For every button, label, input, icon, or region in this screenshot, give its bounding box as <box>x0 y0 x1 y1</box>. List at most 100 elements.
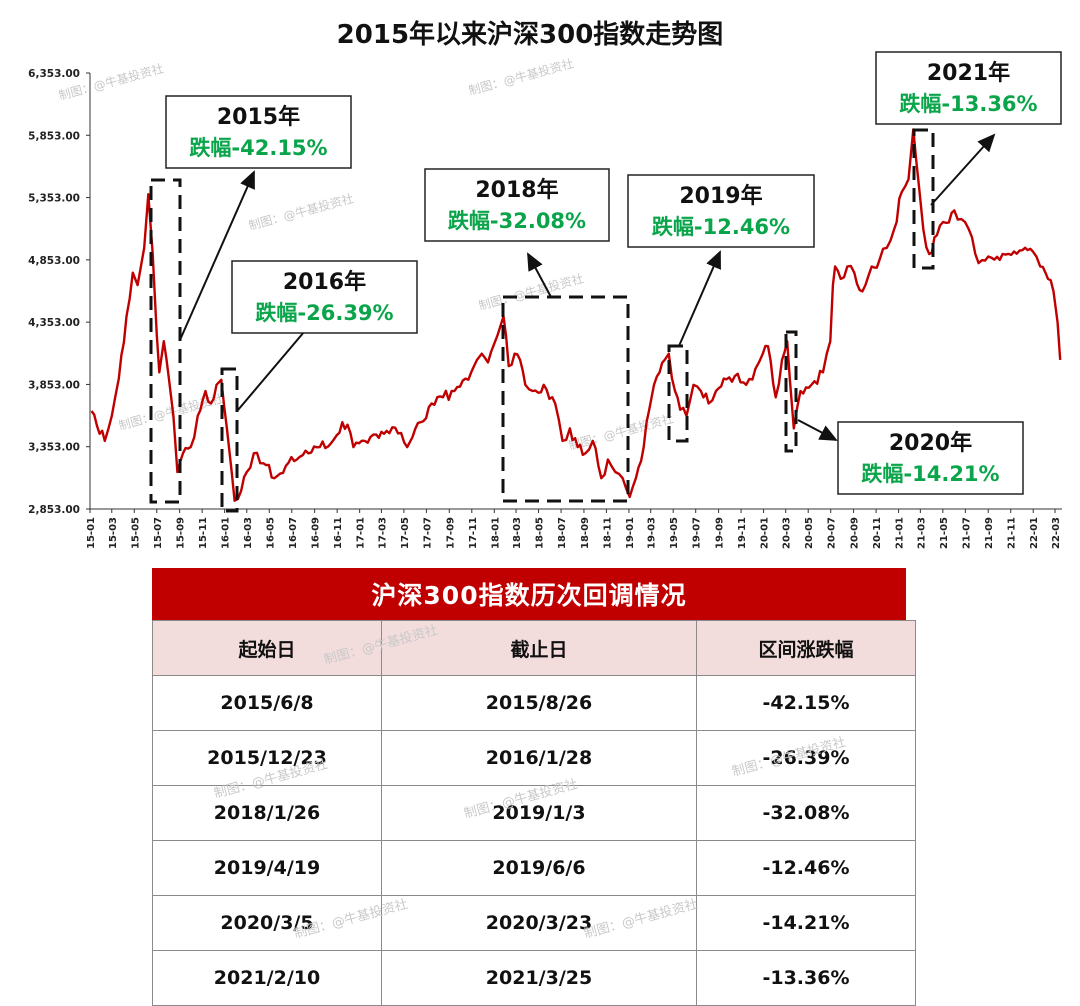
annotation-drawdown: 跌幅-32.08% <box>448 209 586 233</box>
x-tick-label: 20-07 <box>827 517 838 549</box>
x-tick-label: 19-11 <box>737 517 748 549</box>
annotation-frame <box>424 168 610 242</box>
series-line <box>90 128 1062 502</box>
annotation-frame <box>231 260 418 334</box>
y-tick-label: 3,353.00 <box>28 442 80 454</box>
pullback-table: 沪深300指数历次回调情况 起始日 截止日 区间涨跌幅 2015/6/8 201… <box>152 568 916 1006</box>
x-tick-label: 18-05 <box>535 517 546 549</box>
drawdown-window-box <box>667 344 689 443</box>
drawdown-window-box <box>149 178 182 504</box>
x-tick-label: 21-03 <box>916 517 927 549</box>
watermark-text: 制图：@牛基投资社 <box>567 410 675 452</box>
cell-change: -32.08% <box>696 785 916 841</box>
y-tick-label: 2,853.00 <box>28 504 80 516</box>
cell-end: 2015/8/26 <box>381 675 697 731</box>
x-tick-label: 18-09 <box>580 517 591 549</box>
x-tick-label: 21-09 <box>984 517 995 549</box>
cell-change: -12.46% <box>696 840 916 896</box>
annotation-year: 2018年 <box>475 177 558 203</box>
x-tick-label: 20-01 <box>760 517 771 549</box>
chart-title: 2015年以来沪深300指数走势图 <box>337 19 724 50</box>
header-end-date: 截止日 <box>381 620 697 676</box>
annotation-drawdown: 跌幅-42.15% <box>189 136 327 160</box>
x-tick-label: 20-11 <box>872 517 883 549</box>
annotation-arrow <box>527 252 552 298</box>
annotation-year: 2021年 <box>927 60 1010 86</box>
table-title: 沪深300指数历次回调情况 <box>152 568 906 620</box>
annotation-arrow <box>797 419 838 441</box>
annotation-drawdown: 跌幅-14.21% <box>861 462 999 486</box>
cell-start: 2018/1/26 <box>152 785 382 841</box>
x-tick-label: 19-05 <box>669 517 680 549</box>
header-change: 区间涨跌幅 <box>696 620 916 676</box>
drawdown-window-box <box>912 128 935 270</box>
y-tick-label: 3,853.00 <box>28 379 80 391</box>
x-tick-label: 15-01 <box>86 517 97 549</box>
x-tick-label: 19-07 <box>692 517 703 549</box>
x-tick-label: 15-07 <box>153 517 164 549</box>
x-tick-label: 20-09 <box>850 517 861 549</box>
annotation-drawdown: 跌幅-12.46% <box>652 215 790 239</box>
cell-end: 2019/1/3 <box>381 785 697 841</box>
annotation-year: 2016年 <box>283 269 366 295</box>
y-tick-label: 6,353.00 <box>28 68 80 80</box>
cell-end: 2021/3/25 <box>381 950 697 1006</box>
x-tick-label: 19-03 <box>647 517 658 549</box>
annotation-year: 2015年 <box>217 104 300 130</box>
drawdown-window-box <box>501 295 630 503</box>
annotation-arrow <box>678 250 721 347</box>
annotation-arrow <box>930 133 996 206</box>
x-tick-label: 19-09 <box>715 517 726 549</box>
x-tick-label: 17-09 <box>445 517 456 549</box>
y-tick-label: 5,353.00 <box>28 193 80 205</box>
annotation-drawdown: 跌幅-13.36% <box>899 92 1037 116</box>
annotation-frame <box>875 51 1062 125</box>
x-tick-label: 17-01 <box>356 517 367 549</box>
watermark-text: 制图：@牛基投资社 <box>57 60 165 102</box>
cell-start: 2015/6/8 <box>152 675 382 731</box>
annotation-frame <box>165 95 352 169</box>
data-table: 起始日 截止日 区间涨跌幅 2015/6/8 2015/8/26 -42.15%… <box>152 620 916 1006</box>
x-tick-label: 21-07 <box>961 517 972 549</box>
cell-start: 2020/3/5 <box>152 895 382 951</box>
cell-start: 2015/12/23 <box>152 730 382 786</box>
table-row: 2020/3/5 2020/3/23 -14.21% <box>152 895 916 951</box>
x-tick-label: 16-11 <box>333 517 344 549</box>
drawdown-window-box <box>220 367 239 513</box>
x-tick-label: 18-01 <box>490 517 501 549</box>
x-tick-label: 16-01 <box>221 517 232 549</box>
chart: 2015年以来沪深300指数走势图 制图：@牛基投资社 制图：@牛基投资社制图：@… <box>28 19 1062 549</box>
annotation-frame <box>837 421 1024 495</box>
watermark-text: 制图：@牛基投资社 <box>467 55 575 97</box>
cell-change: -42.15% <box>696 675 916 731</box>
x-tick-label: 18-03 <box>512 517 523 549</box>
table-row: 2018/1/26 2019/1/3 -32.08% <box>152 785 916 841</box>
x-tick-label: 15-03 <box>108 517 119 549</box>
table-header-row: 起始日 截止日 区间涨跌幅 <box>152 620 916 676</box>
watermark-text: 制图：@牛基投资社 <box>247 190 355 232</box>
x-tick-label: 21-05 <box>939 517 950 549</box>
x-tick-label: 17-05 <box>400 517 411 549</box>
cell-change: -13.36% <box>696 950 916 1006</box>
table-row: 2015/6/8 2015/8/26 -42.15% <box>152 675 916 731</box>
x-axis: 15-01 15-03 15-05 15-07 15-09 15-11 16-01 16-03… <box>86 508 1062 549</box>
x-tick-label: 17-03 <box>377 517 388 549</box>
x-tick-label: 22-03 <box>1051 517 1062 549</box>
x-tick-label: 20-03 <box>782 517 793 549</box>
annotation-drawdown: 跌幅-26.39% <box>255 301 393 325</box>
x-tick-label: 17-07 <box>422 517 433 549</box>
x-tick-label: 16-03 <box>243 517 254 549</box>
x-tick-label: 15-09 <box>176 517 187 549</box>
drawdown-window-box <box>784 330 798 453</box>
x-tick-label: 16-05 <box>265 517 276 549</box>
y-tick-label: 4,853.00 <box>28 255 80 267</box>
x-tick-label: 16-09 <box>311 517 322 549</box>
cell-end: 2016/1/28 <box>381 730 697 786</box>
cell-start: 2019/4/19 <box>152 840 382 896</box>
header-start-date: 起始日 <box>152 620 382 676</box>
